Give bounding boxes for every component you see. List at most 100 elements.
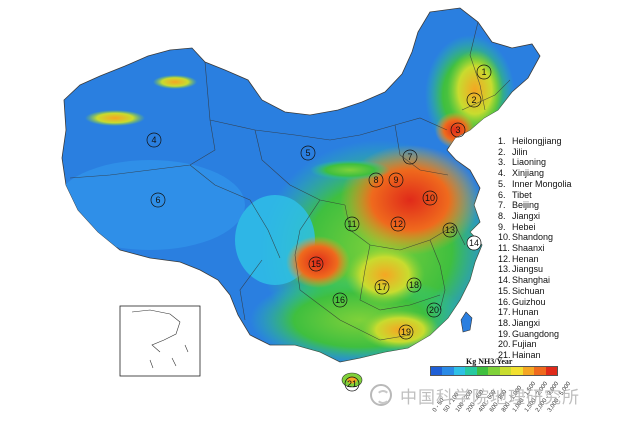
legend-item-number: 6. — [498, 189, 506, 200]
legend-item-name: Heilongjiang — [512, 136, 562, 146]
legend-item: 1. Heilongjiang — [498, 136, 638, 147]
legend-item-number: 2. — [498, 146, 506, 157]
legend-item-name: Jilin — [512, 146, 528, 157]
legend-item-number: 19. — [498, 328, 511, 339]
legend-item-number: 4. — [498, 168, 506, 179]
scale-swatch — [488, 367, 500, 375]
watermark-text: 中国科学院地理研究所 — [400, 387, 580, 408]
province-label-number: 8 — [373, 175, 378, 185]
province-label-number: 5 — [305, 148, 310, 158]
northeast-orange-zone — [447, 50, 503, 130]
legend-item: 2. Jilin — [498, 147, 638, 158]
legend-item: 20.Fujian — [498, 339, 638, 350]
province-label-circle — [344, 376, 360, 392]
legend-item-name: Inner Mongolia — [512, 178, 572, 189]
tibet-low-zone — [62, 160, 245, 250]
scale-swatch — [465, 367, 477, 375]
legend-item: 13.Jiangsu — [498, 264, 638, 275]
province-label-circle — [146, 132, 162, 148]
province-label-number: 15 — [311, 259, 321, 269]
color-scale-bar — [430, 366, 558, 376]
legend-item-number: 18. — [498, 317, 511, 328]
legend-item-name: Fujian — [512, 339, 537, 350]
xinjiang-oasis-1 — [85, 110, 145, 126]
legend-item: 21.Hainan — [498, 350, 638, 361]
legend-item-number: 17. — [498, 307, 511, 318]
legend-item: 9. Hebei — [498, 222, 638, 233]
province-label-circle — [300, 145, 316, 161]
legend-item: 6. Tibet — [498, 190, 638, 201]
legend-item-number: 1. — [498, 136, 506, 146]
province-label-circle — [390, 216, 406, 232]
watermark-logo-icon — [370, 384, 392, 406]
xinjiang-oasis-2 — [153, 75, 197, 89]
province-label-number: 9 — [393, 175, 398, 185]
legend-item-name: Guizhou — [512, 296, 546, 307]
legend-item: 18.Jiangxi — [498, 318, 638, 329]
province-label-number: 12 — [393, 219, 403, 229]
legend-item-number: 3. — [498, 157, 506, 168]
legend-item-name: Henan — [512, 253, 539, 264]
province-label-number: 4 — [151, 135, 156, 145]
province-label-circle — [388, 172, 404, 188]
province-label-number: 13 — [445, 225, 455, 235]
legend-item-number: 9. — [498, 221, 506, 232]
legend-item-number: 15. — [498, 285, 511, 296]
province-label-number: 6 — [155, 195, 160, 205]
province-label-number: 18 — [409, 280, 419, 290]
legend-item-name: Tibet — [512, 189, 532, 200]
legend-item-name: Shandong — [512, 232, 554, 243]
province-label-number: 21 — [347, 379, 357, 389]
legend-item-number: 13. — [498, 264, 511, 275]
province-label-circle — [406, 277, 422, 293]
province-label-number: 1 — [481, 67, 486, 77]
legend-item-name: Jiangxi — [512, 317, 541, 328]
legend-item-name: Liaoning — [512, 157, 547, 168]
legend-item-number: 7. — [498, 200, 506, 211]
province-boundaries — [69, 21, 511, 341]
province-label-number: 7 — [407, 152, 412, 162]
province-label-number: 3 — [455, 125, 460, 135]
inner-mongolia-strip — [310, 160, 390, 180]
legend-item-number: 10. — [498, 232, 511, 243]
legend-item-name: Hainan — [512, 350, 541, 361]
legend-item: 11. Shaanxi — [498, 243, 638, 254]
legend-item-number: 14. — [498, 275, 511, 286]
legend-item: 4. Xinjiang — [498, 168, 638, 179]
province-label-number: 11 — [347, 219, 356, 229]
province-legend: 1. Heilongjiang 2. Jilin 3. Liaoning 4. Xinjian… — [498, 136, 638, 361]
legend-item-number: 20. — [498, 339, 511, 350]
scale-swatch — [431, 367, 443, 375]
province-label-circle — [442, 222, 458, 238]
legend-item-name: Hunan — [512, 307, 539, 318]
legend-item: 17.Hunan — [498, 307, 638, 318]
legend-item-name: Xinjiang — [512, 168, 545, 179]
legend-item-name: Sichuan — [512, 285, 545, 296]
scale-swatch — [545, 367, 557, 375]
legend-item: 15.Sichuan — [498, 286, 638, 297]
province-label-circle — [368, 172, 384, 188]
scale-swatch — [499, 367, 512, 375]
province-label-circle — [398, 324, 414, 340]
legend-item-name: Beijing — [512, 200, 540, 211]
legend-item: 3. Liaoning — [498, 157, 638, 168]
legend-item: 10.Shandong — [498, 232, 638, 243]
scale-swatch — [453, 367, 466, 375]
legend-item-number: 16. — [498, 296, 511, 307]
province-label-circle — [476, 64, 492, 80]
province-label-circle — [344, 216, 360, 232]
scale-swatch — [534, 367, 546, 375]
legend-item: 12.Henan — [498, 254, 638, 265]
province-label-number: 20 — [429, 305, 439, 315]
legend-item-number: 5. — [498, 178, 506, 189]
province-label-circle — [402, 149, 418, 165]
legend-item: 5. Inner Mongolia — [498, 179, 638, 190]
taiwan-island — [460, 311, 473, 333]
province-label-circle — [422, 190, 438, 206]
legend-item-number: 21. — [498, 350, 511, 361]
province-label-number: 17 — [377, 282, 387, 292]
province-label-circle — [466, 92, 482, 108]
province-label-number: 19 — [401, 327, 411, 337]
